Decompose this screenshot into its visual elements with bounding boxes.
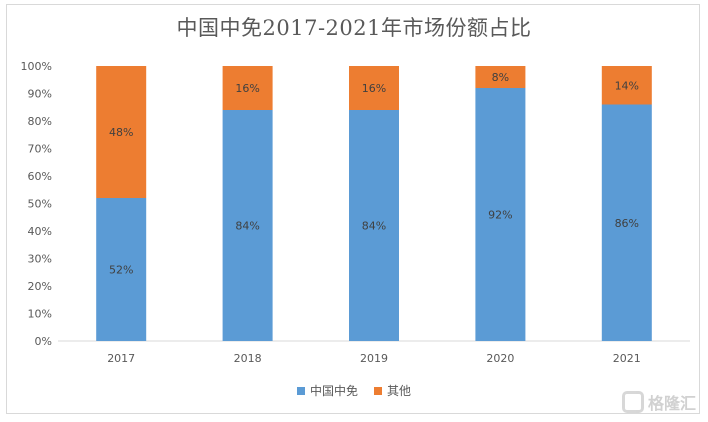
data-label: 84%	[362, 220, 386, 233]
y-tick-label: 60%	[28, 170, 52, 183]
y-tick-label: 20%	[28, 280, 52, 293]
y-tick-label: 90%	[28, 88, 52, 101]
y-tick-label: 40%	[28, 225, 52, 238]
watermark-logo-icon	[621, 391, 644, 413]
data-label: 52%	[109, 264, 133, 277]
y-tick-label: 70%	[28, 143, 52, 156]
legend-item-series-1[interactable]: 中国中免	[296, 382, 358, 399]
y-tick-label: 0%	[35, 335, 52, 348]
bar-series-2[interactable]	[222, 66, 273, 110]
y-tick-label: 50%	[28, 198, 52, 211]
legend-item-series-2[interactable]: 其他	[374, 382, 411, 399]
bar-series-1[interactable]	[222, 110, 273, 341]
y-tick-label: 10%	[28, 308, 52, 321]
y-tick-label: 80%	[28, 115, 52, 128]
data-label: 84%	[235, 220, 259, 233]
x-tick-label: 2021	[613, 352, 641, 365]
x-tick-label: 2020	[486, 352, 514, 365]
bar-series-1[interactable]	[601, 104, 652, 342]
x-tick-label: 2019	[360, 352, 388, 365]
legend-swatch-series-2	[374, 386, 382, 395]
legend-label-series-2: 其他	[387, 384, 412, 398]
watermark-text: 格隆汇	[647, 394, 696, 413]
chart-legend: 中国中免 其他	[0, 382, 708, 399]
chart-title: 中国中免2017-2021年市场份额占比	[176, 16, 532, 40]
data-label: 86%	[615, 217, 639, 230]
bar-series-2[interactable]	[349, 66, 399, 110]
bar-series-1[interactable]	[96, 198, 147, 341]
x-tick-label: 2017	[107, 352, 135, 365]
data-label: 16%	[362, 82, 386, 95]
y-tick-label: 30%	[28, 253, 52, 266]
data-label: 92%	[488, 209, 512, 222]
data-label: 8%	[492, 71, 509, 84]
data-label: 14%	[615, 79, 639, 92]
bar-series-1[interactable]	[349, 110, 399, 341]
bar-series-2[interactable]	[96, 66, 147, 198]
watermark: 格隆汇	[621, 390, 696, 414]
bar-series-2[interactable]	[475, 66, 526, 88]
data-label: 16%	[235, 82, 259, 95]
bar-series-1[interactable]	[475, 88, 526, 341]
x-tick-label: 2018	[234, 352, 262, 365]
data-label: 48%	[109, 126, 133, 139]
legend-swatch-series-1	[296, 386, 305, 395]
y-tick-label: 100%	[21, 60, 52, 73]
bar-series-2[interactable]	[601, 66, 652, 105]
legend-label-series-1: 中国中免	[309, 384, 358, 398]
